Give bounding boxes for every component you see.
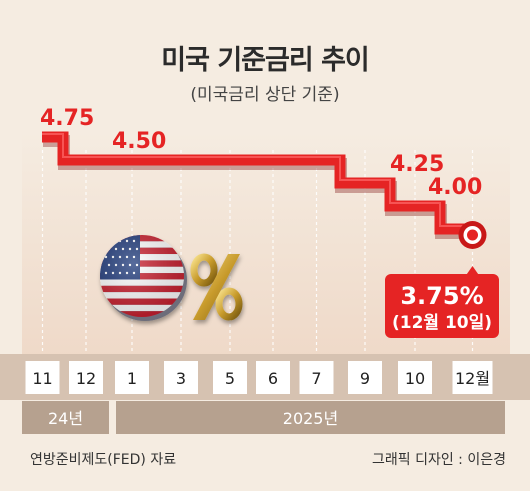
percent-sign-icon — [190, 253, 243, 321]
month-label: 12 — [76, 369, 96, 388]
callout-date: (12월 10일) — [392, 313, 492, 333]
end-marker — [458, 221, 487, 249]
callout-pointer — [465, 266, 480, 276]
month-box-7 — [299, 361, 334, 394]
month-box-3 — [164, 361, 198, 394]
value-label-4.25: 4.25 — [390, 152, 444, 177]
year-label: 24년 — [48, 409, 83, 428]
credit-note: 그래픽 디자인 : 이은경 — [372, 452, 506, 468]
chart-subtitle: (미국금리 상단 기준) — [190, 85, 340, 105]
callout-value: 3.75% — [400, 282, 483, 310]
month-label: 9 — [360, 369, 370, 388]
month-label: 12월 — [455, 369, 490, 388]
month-box-11 — [25, 361, 60, 394]
callout-background — [385, 274, 499, 338]
end-marker-dot — [467, 229, 478, 241]
year-bar-2025년 — [116, 401, 505, 434]
month-label: 1 — [127, 369, 137, 388]
percent-slash — [193, 254, 240, 320]
month-box-1 — [115, 361, 149, 394]
month-label: 6 — [268, 369, 278, 388]
us-flag-coin-icon — [100, 235, 187, 321]
month-box-10 — [398, 361, 432, 394]
value-label-4.75: 4.75 — [40, 106, 94, 131]
month-label: 10 — [405, 369, 425, 388]
year-bar-24년 — [22, 401, 109, 434]
month-box-5 — [213, 361, 247, 394]
rate-line — [42, 131, 473, 235]
value-label-4.50: 4.50 — [112, 129, 166, 154]
rate-line-highlight — [42, 133, 473, 227]
year-label: 2025년 — [283, 409, 338, 428]
coin-face — [100, 235, 184, 317]
month-box-6 — [256, 361, 290, 394]
month-label: 11 — [32, 369, 52, 388]
coin-shine — [100, 235, 184, 317]
value-label-4.00: 4.00 — [428, 175, 482, 200]
month-label: 5 — [225, 369, 235, 388]
month-box-12 — [69, 361, 103, 394]
source-note: 연방준비제도(FED) 자료 — [30, 452, 177, 468]
month-label: 3 — [176, 369, 186, 388]
month-label: 7 — [311, 369, 321, 388]
percent-circle-top — [190, 253, 218, 287]
chart-title: 미국 기준금리 추이 — [161, 45, 370, 76]
callout-box: 3.75% (12월 10일) — [385, 266, 499, 338]
month-box-12월 — [452, 361, 493, 394]
month-box-9 — [348, 361, 382, 394]
percent-circle-bottom — [215, 287, 243, 321]
